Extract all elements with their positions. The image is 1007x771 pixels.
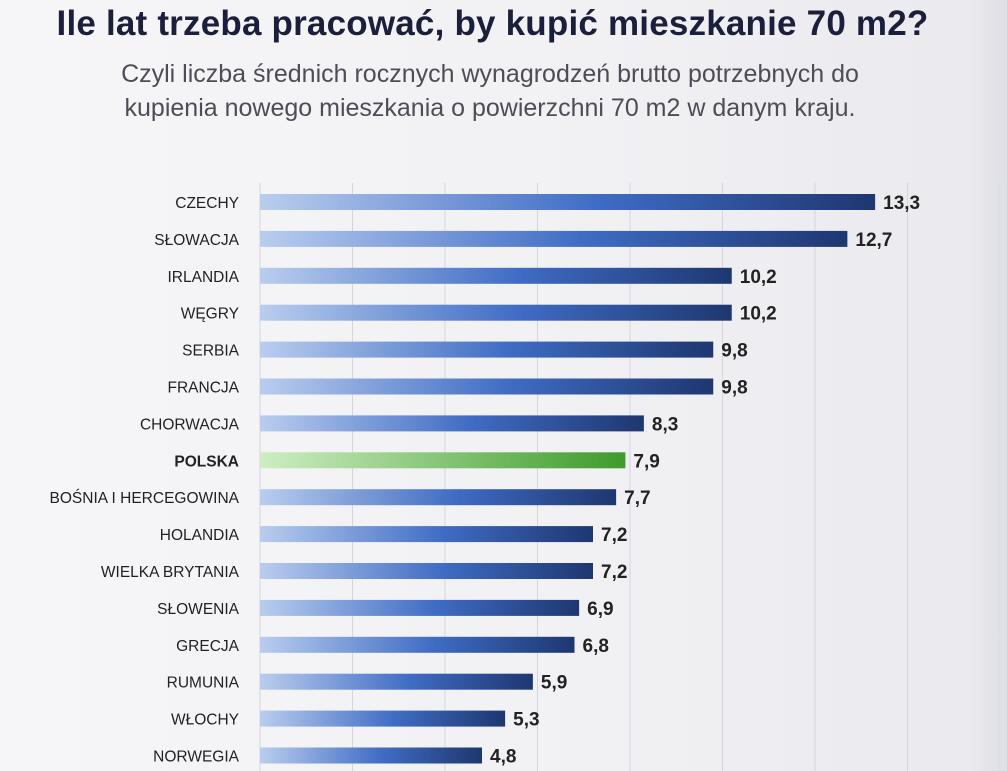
bar-row: FRANCJA 9,8 <box>168 378 748 399</box>
bar-row: WĘGRY 10,2 <box>181 304 777 325</box>
category-label: WIELKA BRYTANIA <box>101 564 240 581</box>
bar-row: SERBIA 9,8 <box>182 341 748 362</box>
value-label: 5,3 <box>513 710 539 731</box>
bar <box>260 526 593 543</box>
value-label: 13,3 <box>883 193 920 214</box>
bar-row: CHORWACJA 8,3 <box>140 414 678 435</box>
category-label: CHORWACJA <box>140 416 240 433</box>
bar <box>260 563 593 579</box>
bar <box>260 341 714 358</box>
bar <box>260 636 575 653</box>
value-label: 7,2 <box>601 562 627 583</box>
category-label: RUMUNIA <box>167 675 240 692</box>
bar <box>260 378 714 395</box>
bar <box>260 415 644 432</box>
category-label: BOŚNIA I HERCEGOWINA <box>50 489 240 507</box>
bar-row: CZECHY 13,3 <box>175 193 920 214</box>
category-label: SERBIA <box>182 343 240 360</box>
category-label: POLSKA <box>174 453 239 470</box>
bar-row: BOŚNIA I HERCEGOWINA 7,7 <box>50 488 651 509</box>
bar <box>260 194 876 210</box>
bar-row: WIELKA BRYTANIA 7,2 <box>101 562 628 583</box>
bar-row: GRECJA 6,8 <box>176 636 609 657</box>
bars: CZECHY 13,3 SŁOWACJA 12,7 IRLANDIA 10,2 WĘGRY 1… <box>50 193 921 768</box>
edge-shade <box>971 0 1007 771</box>
category-label: WŁOCHY <box>171 712 239 729</box>
value-label: 4,8 <box>490 747 516 768</box>
bar <box>260 710 506 727</box>
category-label: WĘGRY <box>181 306 239 323</box>
bar-row: RUMUNIA 5,9 <box>167 673 568 694</box>
bar-row: SŁOWACJA 12,7 <box>154 230 892 251</box>
category-label: IRLANDIA <box>168 269 240 286</box>
value-label: 12,7 <box>855 230 892 251</box>
category-label: HOLANDIA <box>160 527 240 544</box>
bar-row: WŁOCHY 5,3 <box>171 710 540 731</box>
value-label: 6,9 <box>587 599 613 620</box>
bar <box>260 304 732 321</box>
value-label: 9,8 <box>721 341 747 362</box>
category-label: GRECJA <box>176 638 240 655</box>
bar <box>260 489 617 506</box>
bar-row: NORWEGIA 4,8 <box>153 747 516 768</box>
value-label: 7,7 <box>624 488 650 509</box>
bar <box>260 267 732 284</box>
bar <box>260 230 848 247</box>
value-label: 10,2 <box>740 304 777 325</box>
value-label: 7,2 <box>601 525 627 546</box>
value-label: 7,9 <box>633 451 659 472</box>
value-label: 8,3 <box>652 414 678 435</box>
category-label: NORWEGIA <box>153 749 239 766</box>
category-label: FRANCJA <box>168 380 240 397</box>
value-label: 6,8 <box>583 636 609 657</box>
bar <box>260 747 482 764</box>
bar-row: HOLANDIA 7,2 <box>160 525 628 546</box>
category-label: SŁOWACJA <box>154 232 239 249</box>
bar-row: SŁOWENIA 6,9 <box>157 599 613 620</box>
value-label: 10,2 <box>740 267 777 288</box>
bar-highlight <box>260 452 626 469</box>
bar-row: POLSKA 7,9 <box>174 451 659 472</box>
category-label: SŁOWENIA <box>157 601 239 618</box>
bar-row: IRLANDIA 10,2 <box>168 267 777 288</box>
category-label: CZECHY <box>175 195 239 212</box>
chart-title: Ile lat trzeba pracować, by kupić mieszk… <box>56 4 929 43</box>
bar <box>260 599 580 616</box>
bar <box>260 673 533 690</box>
chart-subtitle: Czyli liczba średnich rocznych wynagrodz… <box>121 60 859 122</box>
value-label: 5,9 <box>541 673 567 694</box>
value-label: 9,8 <box>721 378 747 399</box>
